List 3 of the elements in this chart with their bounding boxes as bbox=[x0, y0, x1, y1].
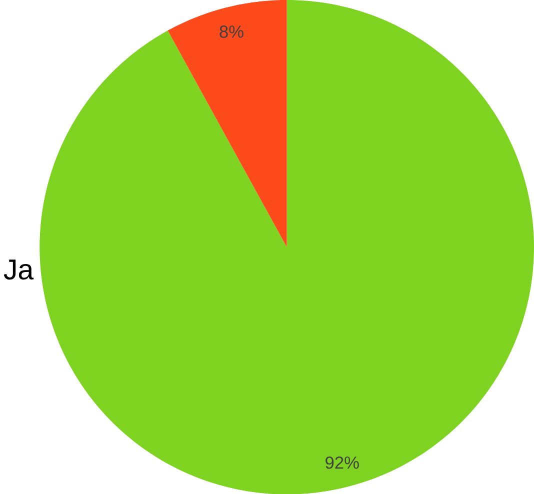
slice-label: Ja bbox=[4, 260, 34, 280]
data-label: 8% bbox=[220, 25, 244, 38]
data-label: 92% bbox=[326, 456, 359, 469]
